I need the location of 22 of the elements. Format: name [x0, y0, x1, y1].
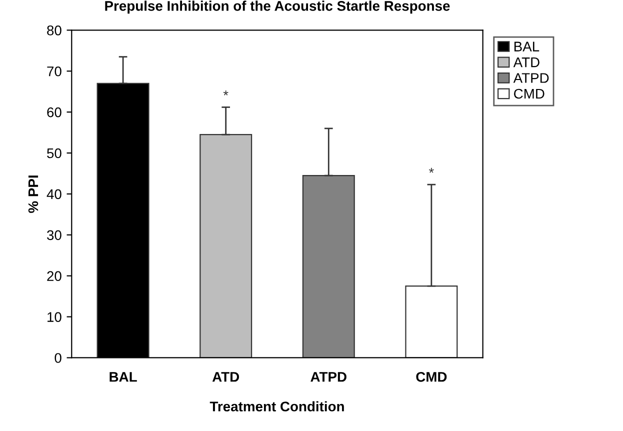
- y-tick-label: 0: [54, 353, 62, 363]
- x-tick-label: BAL: [110, 372, 137, 382]
- legend-label: ATD: [513, 58, 540, 68]
- y-tick-label: 50: [47, 148, 62, 158]
- chart-title: Prepulse Inhibition of the Acoustic Startle Response: [105, 0, 450, 14]
- y-tick-label: 20: [47, 271, 62, 282]
- y-tick-label: 80: [47, 26, 62, 36]
- annotation: *: [223, 90, 228, 96]
- legend-label: ATPD: [513, 73, 549, 83]
- y-tick-label: 10: [48, 312, 62, 322]
- y-tick-label: 70: [47, 66, 62, 76]
- x-tick-label: ATD: [212, 372, 240, 382]
- x-tick-label: ATPD: [310, 372, 346, 382]
- annotation: *: [428, 168, 434, 173]
- x-tick-label: CMD: [416, 372, 447, 382]
- y-axis-title: % PPI: [28, 176, 38, 213]
- y-tick-label: 60: [47, 107, 62, 118]
- x-axis-title: Treatment Condition: [210, 401, 344, 412]
- y-tick-label: 40: [46, 189, 62, 200]
- legend-label: CMD: [514, 88, 544, 99]
- y-tick-label: 30: [47, 230, 62, 240]
- legend-label: BAL: [514, 42, 540, 52]
